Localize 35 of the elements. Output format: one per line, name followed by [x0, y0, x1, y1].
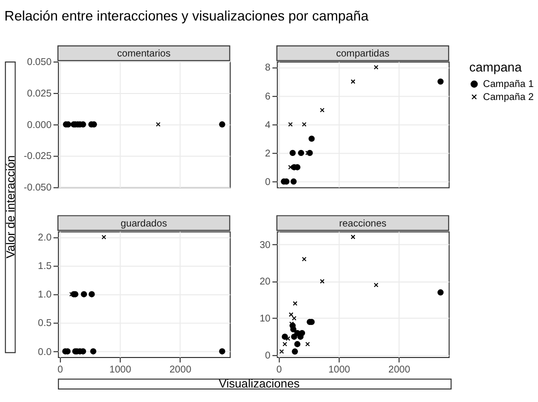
chart-title: comentarios [117, 48, 171, 60]
y-tick-label: 30 [260, 240, 272, 251]
y-tick-label: -0.025 [24, 151, 52, 162]
legend-label: Campaña 1 [483, 79, 534, 90]
y-axis-title: Valor de interacción [4, 155, 18, 258]
chart-title: compartidas [336, 48, 390, 60]
x-tick-label: 0 [57, 364, 64, 376]
chart-title: reacciones [339, 218, 387, 230]
text: Relación entre interacciones y visualizaciones por campaña [4, 8, 369, 24]
y-tick-label: 6 [265, 91, 272, 102]
y-tick-label: 4 [265, 120, 272, 131]
y-tick-label: 8 [265, 62, 272, 74]
y-tick-label: 2.0 [38, 232, 52, 244]
y-tick-label: 0.050 [27, 56, 52, 68]
chart-title: guardados [120, 218, 168, 230]
x-tick-label: 0 [276, 364, 282, 376]
x-axis-title: Visualizaciones [218, 377, 300, 390]
legend-title: campana [469, 59, 523, 74]
y-tick-label: 1.0 [38, 290, 52, 301]
x-tick-label: 1000 [109, 364, 132, 376]
x-tick-label: 2000 [388, 364, 411, 376]
x-tick-label: 1000 [328, 364, 351, 376]
y-tick-label: 1.5 [38, 261, 52, 272]
y-tick-label: 2 [265, 148, 270, 160]
y-tick-label: 10 [260, 314, 272, 325]
x-tick-label: 2000 [169, 364, 192, 376]
y-tick-label: 0.0 [38, 346, 52, 358]
y-tick-label: 20 [260, 276, 272, 288]
y-tick-label: -0.050 [24, 182, 52, 194]
y-tick-label: 0.5 [38, 318, 52, 330]
y-tick-label: 0 [265, 176, 272, 188]
legend-label: Campaña 2 [483, 92, 534, 103]
y-tick-label: 0.000 [27, 120, 52, 131]
y-tick-label: 0 [265, 350, 272, 362]
y-tick-label: 0.025 [27, 88, 52, 100]
